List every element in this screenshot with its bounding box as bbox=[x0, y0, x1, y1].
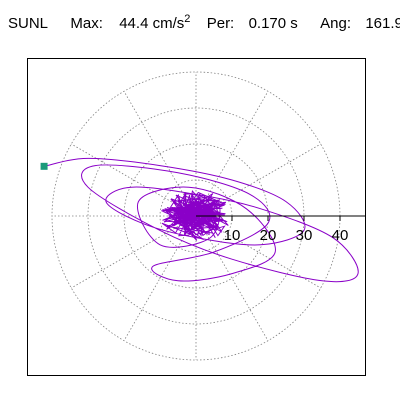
radial-tick-label-10: 10 bbox=[224, 227, 241, 244]
grid-spoke-150 bbox=[71, 143, 197, 217]
radial-tick-label-30: 30 bbox=[296, 227, 313, 244]
orbit-trace bbox=[44, 157, 359, 283]
grid-spoke-30 bbox=[195, 143, 321, 217]
start-marker bbox=[40, 162, 48, 170]
grid-spoke-300 bbox=[195, 215, 269, 341]
max-value: 44.4 cm/s bbox=[119, 15, 185, 32]
grid-spoke-120 bbox=[123, 91, 197, 217]
max-unit-exponent: 2 bbox=[184, 13, 191, 25]
period-value: 0.170 s bbox=[248, 15, 298, 32]
period-label: Per: bbox=[206, 15, 235, 32]
plot-header: SUNL Max: 44.4 cm/s2 Per: 0.170 s Ang: 1… bbox=[8, 12, 400, 36]
grid-spoke-330 bbox=[195, 215, 321, 289]
max-label: Max: bbox=[70, 15, 103, 32]
grid-spoke-60 bbox=[195, 91, 269, 217]
plot-frame bbox=[27, 58, 366, 376]
station-code: SUNL bbox=[8, 15, 49, 32]
grid-spoke-240 bbox=[123, 215, 197, 341]
radial-tick-label-20: 20 bbox=[260, 227, 277, 244]
radial-tick-label-40: 40 bbox=[332, 227, 349, 244]
orbit-core-scribble bbox=[161, 189, 229, 241]
grid-spoke-210 bbox=[71, 215, 197, 289]
angle-label: Ang: bbox=[320, 15, 351, 32]
angle-value: 161.9 bbox=[365, 15, 400, 32]
